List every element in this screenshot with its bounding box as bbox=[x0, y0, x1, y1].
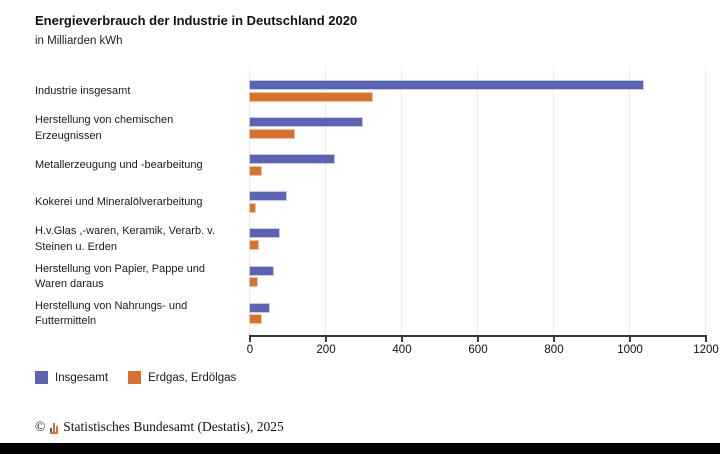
axis-tick bbox=[553, 335, 555, 342]
legend-item-insgesamt: Insgesamt bbox=[35, 371, 108, 384]
axis-tick-label: 400 bbox=[392, 344, 412, 356]
gridline bbox=[629, 68, 630, 335]
category-label-line: Erzeugnissen bbox=[35, 129, 102, 142]
axis-tick bbox=[629, 335, 631, 342]
gridline bbox=[325, 68, 326, 335]
axis-tick bbox=[325, 335, 327, 342]
axis-tick-label: 0 bbox=[246, 344, 254, 356]
category-label: H.v.Glas ,-waren, Keramik, Verarb. v. Ste… bbox=[35, 221, 240, 258]
category-label-line: Metallerzeugung und -bearbeitung bbox=[35, 158, 203, 171]
category-label-line: Herstellung von Nahrungs- und bbox=[35, 299, 188, 312]
bar-erdgas bbox=[249, 91, 373, 102]
axis-tick-label: 1000 bbox=[617, 344, 643, 356]
chart-row: Kokerei und Mineralölverarbeitung bbox=[0, 184, 720, 221]
legend-label-erdgas: Erdgas, Erdölgas bbox=[148, 371, 237, 384]
bar-insgesamt bbox=[249, 302, 271, 313]
bar-insgesamt bbox=[249, 154, 335, 165]
category-label: Industrie insgesamt bbox=[35, 73, 240, 110]
chart-row: H.v.Glas ,-waren, Keramik, Verarb. v. Ste… bbox=[0, 221, 720, 258]
bar-erdgas bbox=[249, 165, 262, 176]
destatis-logo-icon bbox=[50, 421, 59, 434]
axis-tick bbox=[249, 335, 251, 342]
bar-erdgas bbox=[249, 202, 256, 213]
gridline bbox=[401, 68, 402, 335]
category-label-line: Herstellung von Papier, Pappe und bbox=[35, 262, 206, 275]
axis-tick-label: 800 bbox=[544, 344, 564, 356]
bar-erdgas bbox=[249, 128, 295, 139]
category-label-line: Herstellung von chemischen bbox=[35, 114, 174, 127]
copyright-symbol: © bbox=[35, 419, 46, 434]
axis-tick bbox=[401, 335, 403, 342]
bar-erdgas bbox=[249, 314, 262, 325]
category-label-line: H.v.Glas ,-waren, Keramik, Verarb. v. bbox=[35, 225, 215, 238]
chart-row: Herstellung von Papier, Pappe und Waren d… bbox=[0, 259, 720, 296]
legend: Insgesamt Erdgas, Erdölgas bbox=[35, 371, 236, 384]
source-text: Statistisches Bundesamt (Destatis), 2025 bbox=[63, 419, 284, 434]
chart-row: Herstellung von Nahrungs- und Futtermitte… bbox=[0, 296, 720, 333]
legend-swatch-erdgas-icon bbox=[128, 371, 142, 384]
bar-insgesamt bbox=[249, 265, 274, 276]
legend-label-insgesamt: Insgesamt bbox=[55, 371, 109, 384]
chart-subtitle: in Milliarden kWh bbox=[35, 35, 123, 47]
gridline bbox=[477, 68, 478, 335]
bar-insgesamt bbox=[249, 191, 287, 202]
category-label: Kokerei und Mineralölverarbeitung bbox=[35, 184, 240, 221]
category-label-line: Industrie insgesamt bbox=[35, 84, 131, 97]
category-label-line: Waren daraus bbox=[35, 278, 104, 290]
legend-swatch-insgesamt-icon bbox=[35, 371, 48, 384]
axis-tick bbox=[477, 335, 479, 342]
category-label: Metallerzeugung und -bearbeitung bbox=[35, 147, 240, 184]
bar-insgesamt bbox=[249, 80, 645, 90]
bar-insgesamt bbox=[249, 117, 363, 128]
chart-row: Herstellung von chemischen Erzeugnissen bbox=[0, 110, 720, 147]
bottom-black-bar bbox=[0, 443, 720, 454]
bar-erdgas bbox=[249, 277, 259, 287]
category-label: Herstellung von Nahrungs- und Futtermitte… bbox=[35, 296, 240, 333]
axis-tick-label: 1200 bbox=[693, 344, 719, 356]
axis-tick-label: 600 bbox=[468, 344, 488, 356]
category-label-line: Steinen u. Erden bbox=[35, 240, 117, 253]
category-label: Herstellung von Papier, Pappe und Waren d… bbox=[35, 259, 240, 296]
category-label-line: Kokerei und Mineralölverarbeitung bbox=[35, 196, 203, 209]
chart-row: Industrie insgesamt bbox=[0, 73, 720, 110]
plot-area bbox=[249, 68, 706, 335]
chart-row: Metallerzeugung und -bearbeitung bbox=[0, 147, 720, 184]
gridline bbox=[249, 68, 250, 335]
legend-item-erdgas: Erdgas, Erdölgas bbox=[128, 371, 236, 384]
gridline bbox=[553, 68, 554, 335]
category-label: Herstellung von chemischen Erzeugnissen bbox=[35, 110, 240, 147]
axis-tick-label: 200 bbox=[316, 344, 336, 356]
source-footer: © Statistisches Bundesamt (Destatis), 20… bbox=[35, 419, 284, 435]
gridline bbox=[705, 68, 706, 335]
category-label-line: Futtermitteln bbox=[35, 315, 97, 328]
axis-tick bbox=[705, 335, 707, 342]
bar-erdgas bbox=[249, 239, 260, 250]
bar-insgesamt bbox=[249, 228, 281, 239]
chart-title: Energieverbrauch der Industrie in Deutsc… bbox=[35, 13, 358, 28]
